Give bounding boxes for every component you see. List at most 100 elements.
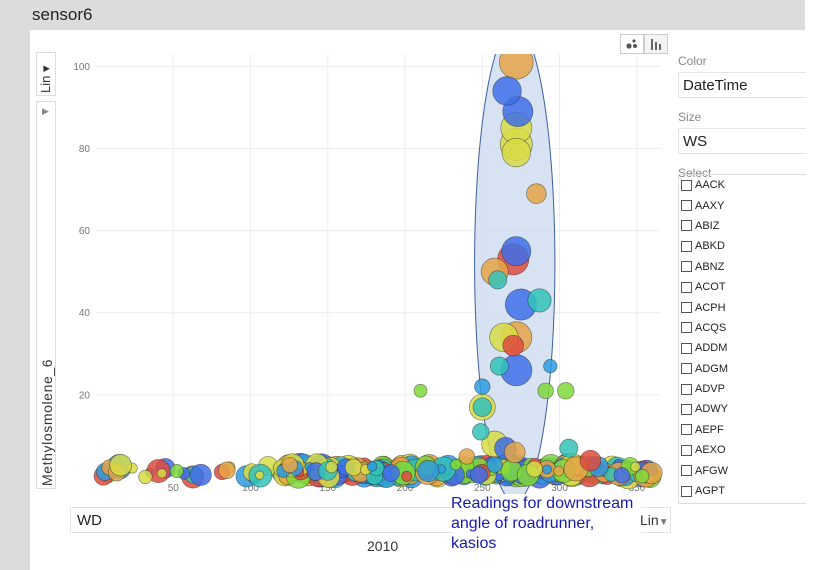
chevron-down-icon: ▼ — [658, 517, 669, 528]
select-item[interactable]: ABNZ — [679, 257, 806, 277]
title-bar — [0, 0, 805, 30]
select-item[interactable]: ADGM — [679, 359, 806, 379]
data-point — [281, 456, 298, 474]
data-point — [559, 438, 579, 458]
data-point — [189, 463, 212, 486]
checkbox[interactable] — [681, 179, 692, 191]
y-field-selector[interactable]: ▶ Methylosmolene_6 — [36, 101, 56, 489]
checkbox[interactable] — [681, 200, 692, 212]
select-item[interactable]: ACOT — [679, 277, 806, 297]
y-tick-label: 60 — [79, 226, 91, 237]
checkbox[interactable] — [681, 383, 692, 395]
checkbox[interactable] — [681, 220, 692, 232]
select-item[interactable]: ACPH — [679, 297, 806, 317]
y-tick-label: 40 — [79, 308, 91, 319]
select-item[interactable]: ADDM — [679, 338, 806, 358]
select-item-label: ACPH — [695, 301, 726, 314]
data-point — [553, 465, 565, 477]
select-item-label: ADGM — [695, 362, 728, 375]
scatter-plot[interactable]: 50 100 150 200 250 300 350 20 40 60 80 100 — [60, 54, 672, 494]
checkbox[interactable] — [681, 302, 692, 314]
data-point — [526, 183, 547, 204]
data-point — [366, 461, 378, 472]
data-point — [138, 469, 153, 485]
checkbox[interactable] — [681, 261, 692, 273]
data-point — [417, 460, 440, 482]
year-label: 2010 — [367, 538, 399, 554]
data-point — [501, 137, 531, 168]
data-point — [325, 460, 338, 474]
data-point — [499, 54, 534, 80]
select-item[interactable]: ACQS — [679, 318, 806, 338]
select-item[interactable]: ADWY — [679, 399, 806, 419]
checkbox[interactable] — [681, 342, 692, 354]
data-point — [492, 76, 522, 106]
select-list[interactable]: AACK AAXY ABIZ ABKD ABNZ ACOT ACPH ACQS ADDM ADGM… — [678, 174, 806, 504]
select-item-label: AEXO — [695, 444, 726, 457]
annotation-text: Readings for downstream angle of roadrun… — [451, 494, 641, 554]
data-point — [488, 270, 508, 290]
data-point — [470, 466, 488, 484]
data-point — [557, 382, 575, 400]
select-item-label: ADVP — [695, 383, 725, 396]
checkbox[interactable] — [681, 281, 692, 293]
select-item[interactable]: AEPF — [679, 420, 806, 440]
data-point — [413, 383, 428, 398]
x-tick-label: 250 — [474, 483, 491, 494]
data-point — [458, 448, 475, 465]
x-tick-label: 200 — [397, 483, 414, 494]
x-tick-label: 150 — [319, 483, 336, 494]
data-point — [450, 458, 462, 471]
select-item-label: AGPT — [695, 485, 725, 498]
color-dropdown[interactable]: DateTime — [678, 72, 806, 98]
data-point — [472, 423, 490, 441]
data-point — [156, 468, 167, 479]
y-scale-dropdown[interactable]: Lin ▾ — [36, 52, 56, 96]
select-item-label: AFGW — [695, 464, 728, 477]
data-point — [109, 454, 132, 477]
select-item[interactable]: ADVP — [679, 379, 806, 399]
data-point — [255, 470, 265, 480]
chevron-down-icon: ▾ — [38, 65, 53, 73]
y-scale-label: Lin — [38, 75, 53, 93]
y-tick-label: 80 — [79, 144, 91, 155]
checkbox[interactable] — [681, 485, 692, 497]
x-scale-label: Lin — [640, 512, 659, 528]
checkbox[interactable] — [681, 240, 692, 252]
x-field-value: WD — [77, 512, 102, 529]
checkbox[interactable] — [681, 465, 692, 477]
data-point — [486, 456, 503, 473]
select-item[interactable]: ABKD — [679, 236, 806, 256]
select-item[interactable]: AACK — [679, 175, 806, 195]
select-item[interactable]: ABIZ — [679, 216, 806, 236]
checkbox[interactable] — [681, 322, 692, 334]
select-item[interactable]: AFGW — [679, 460, 806, 480]
page-title: sensor6 — [32, 5, 93, 24]
y-tick-label: 100 — [73, 62, 90, 73]
select-item[interactable]: AGPT — [679, 481, 806, 501]
bar-chart-icon[interactable] — [644, 34, 668, 54]
x-tick-label: 300 — [551, 483, 568, 494]
checkbox[interactable] — [681, 424, 692, 436]
x-tick-label: 100 — [242, 483, 259, 494]
size-dropdown[interactable]: WS — [678, 128, 806, 154]
expand-arrow-icon: ▶ — [42, 106, 49, 116]
chart-type-toggle — [620, 34, 668, 54]
scatter-icon[interactable] — [620, 34, 644, 54]
data-point — [501, 236, 532, 267]
select-item-label: AAXY — [695, 199, 725, 212]
select-item-label: AACK — [695, 179, 725, 192]
select-item[interactable]: AEXO — [679, 440, 806, 460]
select-item-label: ABKD — [695, 240, 725, 253]
checkbox[interactable] — [681, 403, 692, 415]
select-item[interactable]: AAXY — [679, 195, 806, 215]
x-tick-label: 350 — [628, 483, 645, 494]
select-item-label: ADWY — [695, 403, 728, 416]
checkbox[interactable] — [681, 444, 692, 456]
x-tick-label: 50 — [168, 483, 180, 494]
data-point — [613, 467, 630, 484]
data-point — [382, 464, 400, 482]
checkbox[interactable] — [681, 363, 692, 375]
color-section-label: Color — [678, 54, 707, 68]
data-point — [218, 461, 236, 480]
